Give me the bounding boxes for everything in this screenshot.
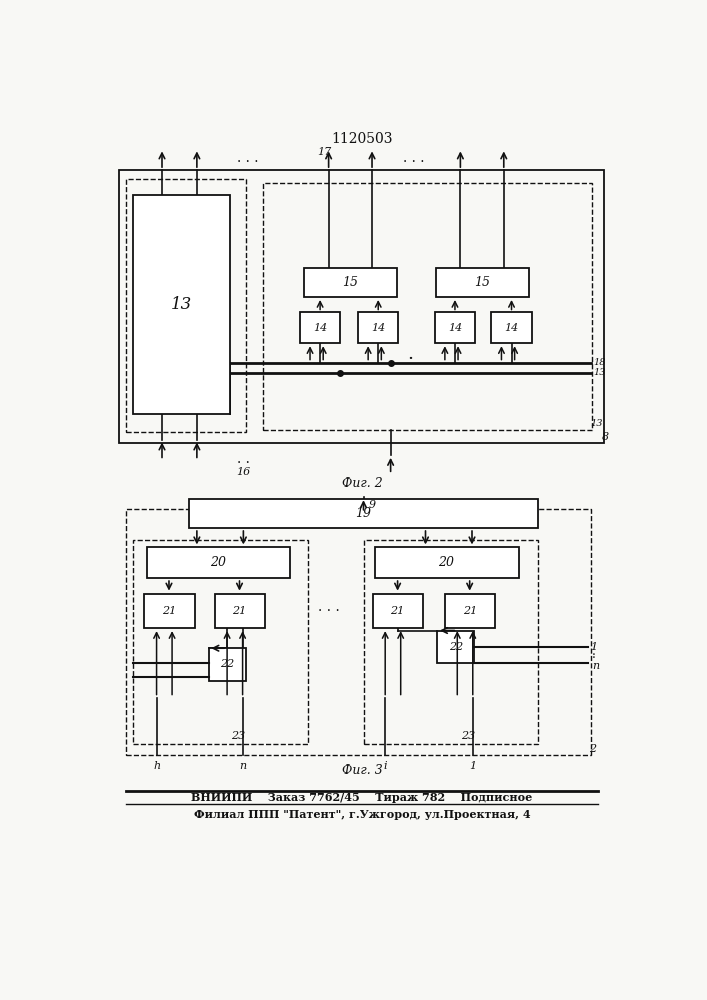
Bar: [134, 195, 230, 414]
Text: . .: . .: [237, 452, 250, 466]
Text: 21: 21: [162, 606, 176, 616]
Text: 15: 15: [474, 276, 490, 289]
Bar: [189, 499, 538, 528]
Bar: [146, 547, 290, 578]
Text: ·: ·: [407, 350, 413, 368]
Bar: [435, 312, 475, 343]
Text: 21: 21: [462, 606, 477, 616]
Bar: [134, 540, 308, 744]
Text: 13: 13: [171, 296, 192, 313]
Text: 16: 16: [236, 467, 250, 477]
Text: 1120503: 1120503: [331, 132, 392, 146]
Text: h: h: [153, 761, 160, 771]
Text: n: n: [239, 761, 246, 771]
Bar: [126, 179, 246, 432]
Text: 1: 1: [590, 642, 597, 652]
Text: 1: 1: [469, 761, 477, 771]
Text: i: i: [383, 761, 387, 771]
Text: 8: 8: [602, 432, 609, 442]
Text: 18: 18: [594, 358, 606, 367]
Bar: [209, 648, 246, 681]
Text: 22: 22: [220, 659, 234, 669]
Text: 15: 15: [342, 276, 358, 289]
Text: 2: 2: [589, 744, 596, 754]
Text: . . .: . . .: [403, 151, 425, 165]
Text: 14: 14: [313, 323, 327, 333]
Text: 14: 14: [504, 323, 519, 333]
Bar: [126, 509, 590, 755]
Text: 21: 21: [233, 606, 247, 616]
Text: ВНИИПИ    Заказ 7762/45    Тираж 782    Подписное: ВНИИПИ Заказ 7762/45 Тираж 782 Подписное: [192, 792, 532, 803]
Text: 17: 17: [317, 147, 332, 157]
Text: 23: 23: [461, 731, 475, 741]
Text: 22: 22: [449, 642, 463, 652]
Text: Филиал ППП "Патент", г.Ужгород, ул.Проектная, 4: Филиал ППП "Патент", г.Ужгород, ул.Проек…: [194, 809, 530, 820]
Text: . . .: . . .: [237, 151, 258, 165]
Bar: [491, 312, 532, 343]
Bar: [215, 594, 265, 628]
Bar: [144, 594, 194, 628]
Text: 19: 19: [356, 507, 371, 520]
Bar: [373, 594, 423, 628]
Text: 20: 20: [438, 556, 455, 569]
Text: 21: 21: [390, 606, 404, 616]
Text: Фиг. 3: Фиг. 3: [341, 764, 382, 777]
Bar: [300, 312, 340, 343]
Bar: [437, 631, 474, 663]
Bar: [263, 183, 592, 430]
Text: 20: 20: [210, 556, 226, 569]
Bar: [436, 268, 529, 297]
Text: Фиг. 2: Фиг. 2: [341, 477, 382, 490]
Text: 13: 13: [594, 368, 606, 377]
Bar: [445, 594, 495, 628]
Text: 13: 13: [590, 419, 603, 428]
Text: 14: 14: [448, 323, 462, 333]
Text: 14: 14: [371, 323, 385, 333]
Text: ·: ·: [592, 652, 596, 666]
Text: n: n: [592, 661, 600, 671]
Text: · · ·: · · ·: [317, 604, 339, 618]
Bar: [304, 268, 397, 297]
Bar: [363, 540, 538, 744]
Text: ·: ·: [592, 649, 596, 662]
Text: 23: 23: [230, 731, 245, 741]
Bar: [375, 547, 518, 578]
Bar: [358, 312, 398, 343]
Bar: [119, 170, 604, 443]
Text: 9: 9: [369, 500, 376, 510]
